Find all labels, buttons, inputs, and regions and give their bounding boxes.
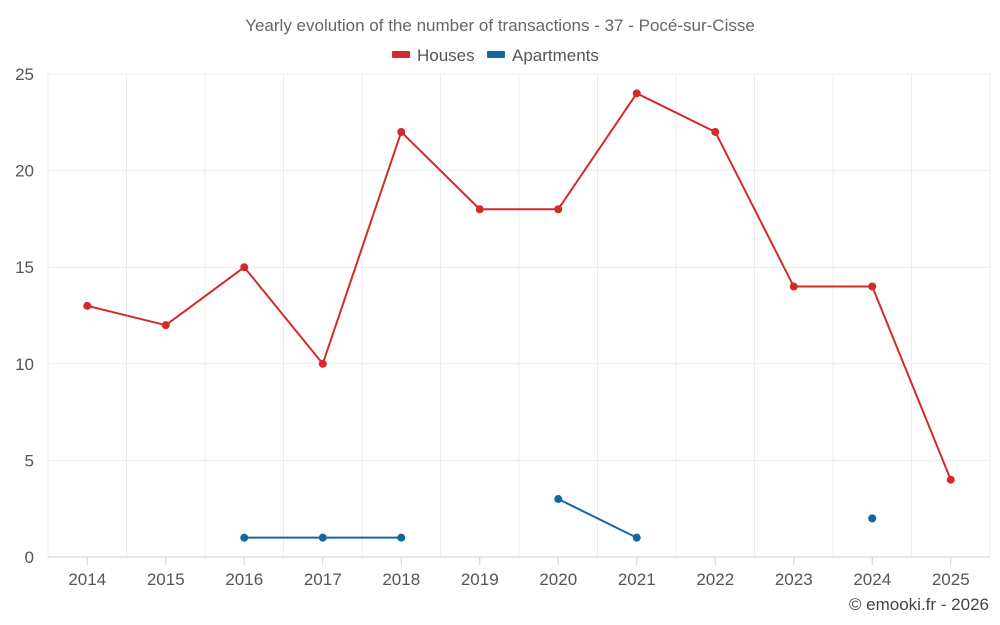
legend-item-houses[interactable]: Houses [392, 46, 475, 65]
x-tick-label: 2016 [225, 570, 263, 589]
credit: © emooki.fr - 2026 [849, 595, 989, 614]
data-point-houses-2020[interactable] [554, 205, 563, 214]
data-point-houses-2018[interactable] [397, 127, 406, 136]
chart-title: Yearly evolution of the number of transa… [245, 16, 755, 35]
x-axis: 2014 2015 2016 2017 2018 2019 2020 2021 2022 2023… [48, 556, 990, 589]
legend-swatch-apartments [487, 51, 505, 58]
x-tick-label: 2020 [539, 570, 577, 589]
plot-area [83, 89, 955, 542]
series-line-houses [87, 92, 952, 481]
x-tick-label: 2023 [775, 570, 813, 589]
data-point-houses-2022[interactable] [711, 127, 720, 136]
y-tick-label: 5 [25, 451, 34, 470]
legend-swatch-houses [392, 51, 410, 58]
x-tick-label: 2021 [618, 570, 656, 589]
data-point-houses-2024[interactable] [868, 282, 877, 291]
data-point-houses-2021[interactable] [632, 89, 641, 98]
x-tick-label: 2024 [853, 570, 891, 589]
y-tick-label: 0 [25, 548, 34, 567]
legend: Houses Apartments [392, 46, 599, 65]
legend-label-apartments: Apartments [512, 46, 599, 65]
grid [47, 73, 991, 558]
data-point-apartments-2020[interactable] [554, 495, 563, 504]
series-line-apartments [557, 498, 638, 539]
legend-item-apartments[interactable]: Apartments [487, 46, 599, 65]
data-point-houses-2015[interactable] [161, 321, 170, 330]
data-point-houses-2019[interactable] [475, 205, 484, 214]
legend-label-houses: Houses [417, 46, 475, 65]
data-point-houses-2025[interactable] [946, 475, 955, 484]
y-tick-label: 25 [15, 65, 34, 84]
x-tick-label: 2014 [68, 570, 106, 589]
y-axis: 0 5 10 15 20 25 [15, 65, 34, 567]
data-point-houses-2014[interactable] [83, 301, 92, 310]
data-point-apartments-2017[interactable] [318, 533, 327, 542]
y-tick-label: 10 [15, 355, 34, 374]
series-houses [83, 89, 955, 484]
data-point-apartments-2018[interactable] [397, 533, 406, 542]
y-tick-label: 15 [15, 258, 34, 277]
data-point-houses-2017[interactable] [318, 359, 327, 368]
data-point-apartments-2024[interactable] [868, 514, 877, 523]
x-tick-label: 2015 [147, 570, 185, 589]
x-tick-label: 2025 [932, 570, 970, 589]
data-point-apartments-2016[interactable] [240, 533, 249, 542]
x-tick-label: 2018 [382, 570, 420, 589]
y-tick-label: 20 [15, 162, 34, 181]
data-point-houses-2023[interactable] [789, 282, 798, 291]
x-tick-label: 2017 [304, 570, 342, 589]
series-apartments [240, 495, 877, 542]
x-tick-label: 2022 [696, 570, 734, 589]
x-tick-label: 2019 [461, 570, 499, 589]
data-point-apartments-2021[interactable] [632, 533, 641, 542]
data-point-houses-2016[interactable] [240, 263, 249, 272]
